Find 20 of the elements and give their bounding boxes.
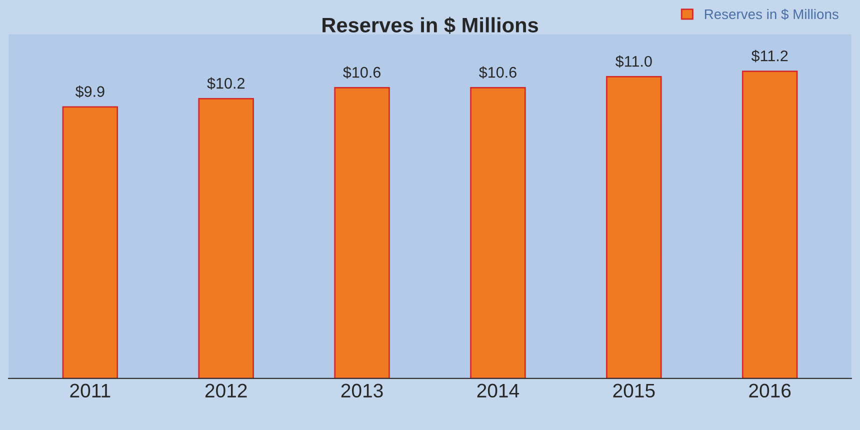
bar <box>62 106 118 378</box>
bar <box>198 98 254 378</box>
data-label: $10.6 <box>479 66 516 79</box>
x-tick-label: 2011 <box>70 384 110 398</box>
bar <box>606 76 662 378</box>
data-label: $9.9 <box>75 85 104 98</box>
bar <box>334 87 390 378</box>
data-label: $11.2 <box>751 50 788 62</box>
bar <box>470 87 526 378</box>
x-tick-label: 2015 <box>613 384 655 398</box>
bar <box>742 70 798 378</box>
x-tick-label: 2012 <box>205 384 247 398</box>
data-label: $11.0 <box>616 55 652 68</box>
data-label: $10.6 <box>343 66 380 79</box>
data-label: $10.2 <box>207 77 244 90</box>
legend-label: Reserves in $ Millions <box>704 8 838 20</box>
x-tick-label: 2014 <box>477 384 520 398</box>
x-tick-label: 2016 <box>749 384 791 398</box>
chart-title: Reserves in $ Millions <box>322 16 538 34</box>
x-tick-label: 2013 <box>341 384 383 398</box>
